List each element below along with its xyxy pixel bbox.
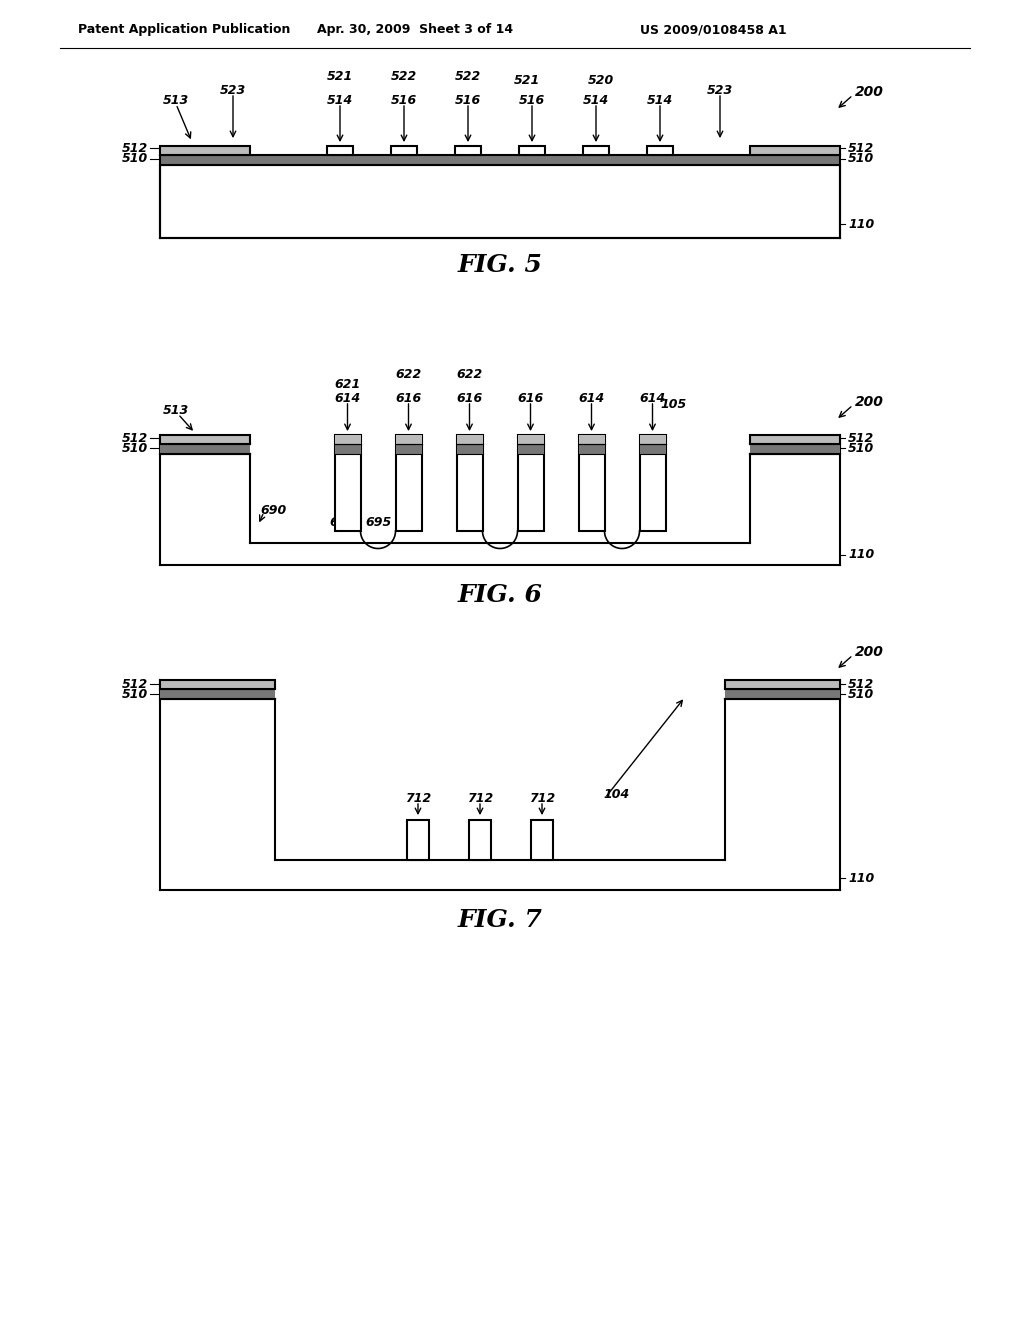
Bar <box>579 436 604 531</box>
Bar <box>579 436 604 444</box>
Text: 110: 110 <box>848 871 874 884</box>
Text: 614: 614 <box>335 392 360 404</box>
Bar <box>750 444 840 454</box>
Text: 104: 104 <box>603 788 630 801</box>
Text: 200: 200 <box>855 645 884 659</box>
Text: 620: 620 <box>579 516 604 528</box>
Text: 616: 616 <box>395 392 422 404</box>
Text: 514: 514 <box>647 94 673 107</box>
Text: 614: 614 <box>639 392 666 404</box>
Bar <box>160 147 250 154</box>
Bar <box>335 444 360 454</box>
Text: 695: 695 <box>365 516 391 528</box>
Text: 512: 512 <box>848 141 874 154</box>
Bar <box>640 444 666 454</box>
Text: 621: 621 <box>517 516 544 528</box>
Text: 510: 510 <box>122 688 148 701</box>
Text: 522: 522 <box>455 70 481 83</box>
Bar <box>640 436 666 444</box>
Text: 512: 512 <box>122 677 148 690</box>
Text: 516: 516 <box>455 94 481 107</box>
Text: 512: 512 <box>122 141 148 154</box>
Text: 712: 712 <box>467 792 494 804</box>
Text: 712: 712 <box>528 792 555 804</box>
Bar <box>160 154 840 165</box>
Text: 514: 514 <box>583 94 609 107</box>
Bar <box>407 820 429 861</box>
Text: FIG. 5: FIG. 5 <box>458 253 543 277</box>
Bar <box>517 436 544 444</box>
Text: US 2009/0108458 A1: US 2009/0108458 A1 <box>640 24 786 37</box>
Bar <box>160 680 275 689</box>
Bar <box>750 436 840 444</box>
Text: 513: 513 <box>163 404 189 417</box>
Text: 110: 110 <box>848 549 874 561</box>
Text: 510: 510 <box>848 688 874 701</box>
Text: 520: 520 <box>588 74 614 87</box>
Bar <box>457 436 482 444</box>
Text: 690: 690 <box>260 503 287 516</box>
Bar <box>160 689 275 700</box>
Bar <box>395 436 422 531</box>
Bar <box>750 147 840 154</box>
Text: 516: 516 <box>391 94 417 107</box>
Text: FIG. 7: FIG. 7 <box>458 908 543 932</box>
Text: 105: 105 <box>660 399 686 412</box>
Text: 510: 510 <box>848 153 874 165</box>
Bar <box>531 820 553 861</box>
Text: 690: 690 <box>330 516 355 528</box>
Bar <box>457 444 482 454</box>
Text: 622: 622 <box>457 368 482 381</box>
Text: 521: 521 <box>514 74 540 87</box>
Bar <box>640 436 666 531</box>
Text: 522: 522 <box>391 70 417 83</box>
Text: 521: 521 <box>327 70 353 83</box>
Text: 712: 712 <box>404 792 431 804</box>
Bar <box>335 436 360 531</box>
Text: 510: 510 <box>122 441 148 454</box>
Bar <box>455 147 481 154</box>
Text: 616: 616 <box>457 392 482 404</box>
Text: 513: 513 <box>163 94 189 107</box>
Text: 510: 510 <box>848 441 874 454</box>
Text: 614: 614 <box>579 392 604 404</box>
Bar <box>517 444 544 454</box>
Bar <box>160 165 840 238</box>
Text: Patent Application Publication: Patent Application Publication <box>78 24 291 37</box>
Bar <box>517 436 544 531</box>
Text: FIG. 6: FIG. 6 <box>458 583 543 607</box>
Text: 695: 695 <box>395 516 422 528</box>
Bar <box>519 147 545 154</box>
Bar <box>647 147 673 154</box>
Text: 110: 110 <box>848 218 874 231</box>
Text: 516: 516 <box>519 94 545 107</box>
Text: 622: 622 <box>395 368 422 381</box>
Bar <box>160 436 250 444</box>
Text: 616: 616 <box>517 392 544 404</box>
Text: 200: 200 <box>855 395 884 409</box>
Text: 512: 512 <box>122 432 148 445</box>
Bar <box>457 436 482 531</box>
Bar <box>583 147 609 154</box>
Text: 621: 621 <box>335 379 360 392</box>
Bar <box>391 147 417 154</box>
Bar <box>395 444 422 454</box>
Text: 523: 523 <box>707 83 733 96</box>
Bar <box>469 820 490 861</box>
Bar <box>335 436 360 444</box>
Text: 512: 512 <box>848 432 874 445</box>
Text: 514: 514 <box>327 94 353 107</box>
Bar <box>725 680 840 689</box>
Bar <box>725 689 840 700</box>
Text: Apr. 30, 2009  Sheet 3 of 14: Apr. 30, 2009 Sheet 3 of 14 <box>317 24 513 37</box>
Bar <box>395 436 422 444</box>
Bar <box>160 444 250 454</box>
Text: 523: 523 <box>220 83 246 96</box>
Text: 510: 510 <box>122 153 148 165</box>
Text: 512: 512 <box>848 677 874 690</box>
Bar <box>327 147 353 154</box>
Text: 200: 200 <box>855 84 884 99</box>
Bar <box>579 444 604 454</box>
